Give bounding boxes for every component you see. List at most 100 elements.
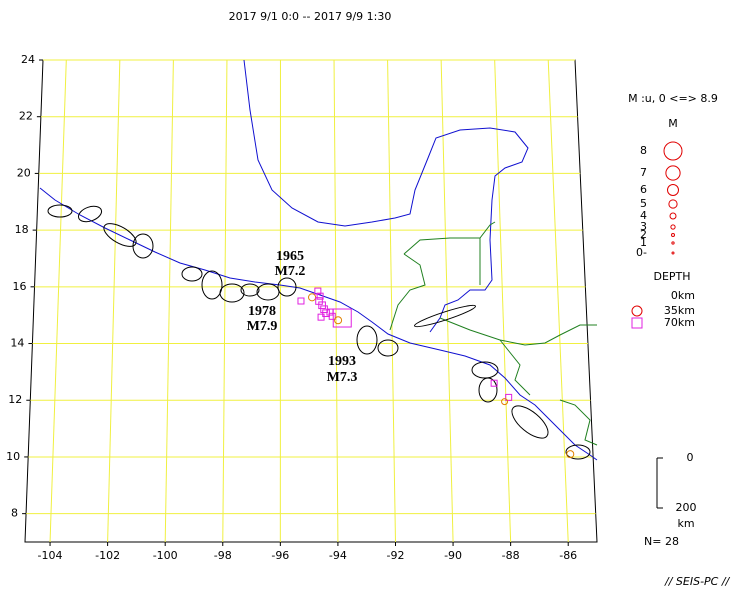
zone bbox=[240, 283, 260, 297]
event bbox=[328, 312, 336, 320]
border bbox=[389, 253, 426, 331]
lat-label: 12 bbox=[8, 393, 22, 406]
lat-label: 14 bbox=[10, 337, 24, 350]
border bbox=[403, 221, 496, 255]
grid-line bbox=[387, 59, 396, 543]
legend-label: M bbox=[668, 117, 678, 130]
legend-circle bbox=[665, 165, 681, 181]
legend-circle bbox=[671, 241, 675, 245]
lon-label: -102 bbox=[95, 549, 120, 562]
lon-label: -104 bbox=[38, 549, 63, 562]
depth-mark bbox=[631, 305, 643, 317]
zone bbox=[471, 361, 499, 379]
lon-label: -98 bbox=[214, 549, 232, 562]
lon-label: -96 bbox=[271, 549, 289, 562]
annotation: M7.3 bbox=[327, 370, 358, 385]
border bbox=[439, 317, 597, 346]
legend-level: 0- bbox=[636, 246, 647, 259]
depth-label: 0km bbox=[671, 289, 695, 302]
zone bbox=[47, 204, 73, 218]
pacific-coast bbox=[39, 187, 598, 461]
grid-line bbox=[494, 59, 512, 543]
title: 2017 9/1 0:0 -- 2017 9/9 1:30 bbox=[229, 10, 392, 23]
legend-circle bbox=[668, 199, 678, 209]
grid-line bbox=[107, 59, 121, 543]
depth-mark bbox=[631, 317, 643, 329]
event bbox=[297, 297, 305, 305]
legend-level: 5 bbox=[640, 197, 647, 210]
footer: // SEIS-PC // bbox=[664, 575, 731, 588]
event bbox=[314, 287, 322, 295]
lat-label: 24 bbox=[21, 53, 35, 66]
lon-label: -92 bbox=[387, 549, 405, 562]
scale-label: 200 bbox=[676, 501, 697, 514]
lon-label: -94 bbox=[329, 549, 347, 562]
grid-line bbox=[164, 59, 174, 543]
event bbox=[316, 292, 324, 300]
legend-level: 8 bbox=[640, 144, 647, 157]
annotation: M7.9 bbox=[247, 319, 278, 334]
lat-label: 20 bbox=[17, 166, 31, 179]
event bbox=[490, 379, 498, 387]
event bbox=[501, 398, 509, 406]
scale-bar bbox=[656, 457, 663, 509]
annotation: 1978 bbox=[248, 304, 276, 319]
zone bbox=[77, 205, 103, 223]
gulf-coast bbox=[243, 59, 529, 333]
borders bbox=[389, 221, 598, 446]
zone bbox=[565, 444, 591, 460]
legend-circle bbox=[671, 233, 675, 237]
annotation: 1965 bbox=[276, 249, 304, 264]
depth-title: DEPTH bbox=[653, 270, 690, 283]
annotation: 1993 bbox=[328, 354, 356, 369]
grid-line bbox=[49, 59, 67, 543]
border bbox=[499, 339, 531, 396]
zone bbox=[219, 283, 245, 303]
rupture-zones bbox=[47, 204, 591, 460]
legend-level: 3 bbox=[640, 220, 647, 233]
scale-label: 0 bbox=[687, 451, 694, 464]
event bbox=[317, 313, 325, 321]
events bbox=[297, 287, 575, 459]
lon-label: -88 bbox=[502, 549, 520, 562]
lat-label: 22 bbox=[19, 110, 33, 123]
lat-label: 8 bbox=[11, 507, 18, 520]
lat-label: 18 bbox=[15, 223, 29, 236]
legend-level: 4 bbox=[640, 209, 647, 222]
event bbox=[308, 293, 317, 302]
grid-line bbox=[440, 59, 454, 543]
coastlines bbox=[39, 59, 598, 461]
legend-circle bbox=[671, 251, 675, 255]
zone bbox=[511, 405, 549, 439]
legend-level: 2 bbox=[640, 228, 647, 241]
lon-label: -90 bbox=[444, 549, 462, 562]
event bbox=[332, 308, 352, 328]
border bbox=[559, 399, 598, 446]
zone bbox=[377, 339, 399, 357]
event bbox=[320, 305, 328, 314]
event bbox=[505, 393, 513, 401]
scale-unit: km bbox=[677, 517, 694, 530]
zone bbox=[103, 223, 137, 247]
annotation: M7.2 bbox=[275, 264, 306, 279]
legend-level: 7 bbox=[640, 166, 647, 179]
zone bbox=[181, 266, 203, 282]
lon-label: -100 bbox=[153, 549, 178, 562]
grid-line bbox=[222, 59, 228, 543]
zone bbox=[356, 325, 378, 355]
legend-level: 1 bbox=[640, 236, 647, 249]
lon-label: -86 bbox=[559, 549, 577, 562]
legend-circle bbox=[663, 141, 683, 161]
count: N= 28 bbox=[644, 535, 679, 548]
event bbox=[566, 450, 575, 459]
depth-label: 70km bbox=[664, 316, 695, 329]
grid-line bbox=[547, 59, 569, 543]
legend-circle bbox=[670, 224, 676, 230]
zone bbox=[277, 277, 297, 297]
event bbox=[334, 316, 343, 325]
legend-circle bbox=[669, 212, 677, 220]
zone bbox=[132, 233, 154, 259]
grid: 8 10 12 14 16 18 20 22 24 -104 -102 -100 -98 -96 -94 -9… bbox=[6, 53, 598, 562]
